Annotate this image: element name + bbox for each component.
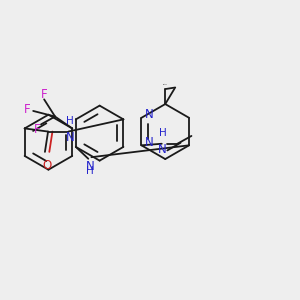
Text: H: H (66, 116, 74, 126)
Text: F: F (41, 88, 47, 101)
Text: N: N (145, 136, 154, 149)
Text: H: H (86, 166, 94, 176)
Text: F: F (24, 103, 31, 116)
Text: O: O (43, 159, 52, 172)
Text: methyl: methyl (163, 84, 168, 85)
Text: H: H (159, 128, 167, 138)
Text: N: N (85, 160, 94, 173)
Text: F: F (34, 123, 40, 136)
Text: N: N (158, 143, 167, 156)
Text: N: N (66, 130, 74, 144)
Text: N: N (145, 108, 154, 121)
